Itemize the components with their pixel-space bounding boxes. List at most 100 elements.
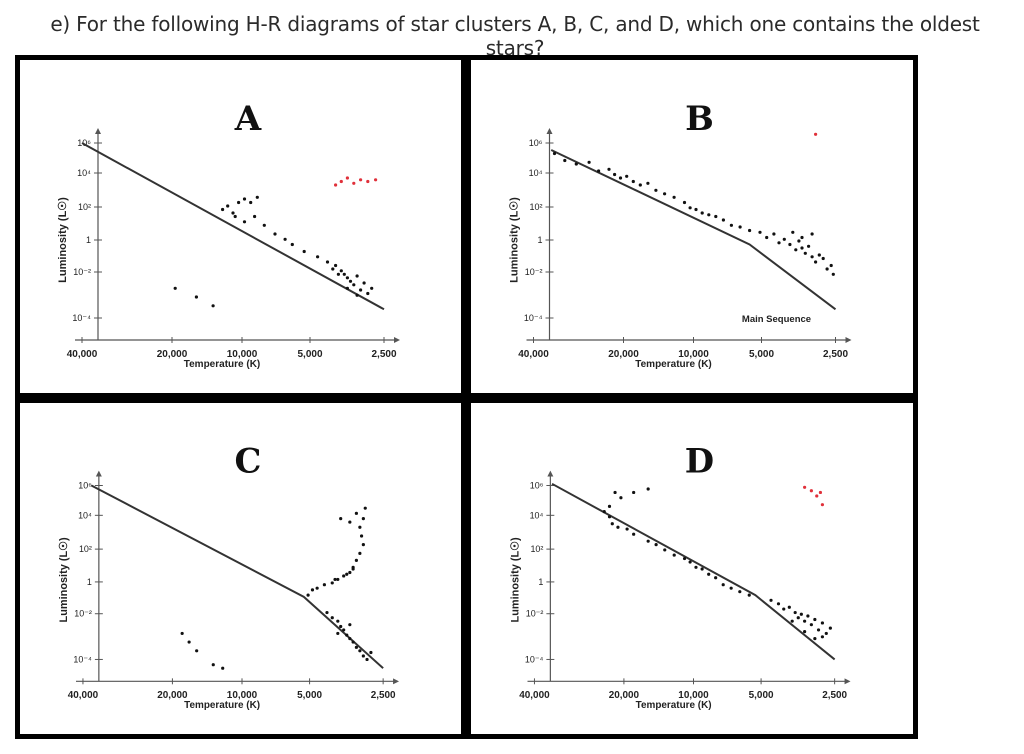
star-point [831, 272, 835, 276]
star-point [654, 188, 658, 192]
star-point [194, 295, 198, 299]
main-sequence-line [551, 482, 836, 661]
star-point [607, 515, 612, 519]
star-point [813, 617, 817, 622]
y-tick-label: 10⁴ [77, 168, 91, 178]
y-tick-label: 10² [79, 544, 92, 554]
y-tick-label: 10⁶ [529, 138, 543, 148]
star-point [616, 525, 620, 529]
y-axis-label: Luminosity (L☉) [57, 197, 69, 283]
star-point [721, 218, 725, 222]
x-tick-label: 5,000 [749, 690, 774, 701]
star-point [173, 286, 177, 290]
star-point [825, 267, 829, 271]
star-point [765, 235, 769, 240]
y-axis-label: Luminosity (L☉) [510, 537, 522, 622]
x-tick-label: 40,000 [519, 690, 550, 701]
star-point [807, 244, 811, 248]
star-point [310, 588, 315, 592]
star-point [363, 506, 367, 510]
star-point [348, 520, 352, 524]
star-point [619, 496, 623, 500]
star-point [820, 621, 825, 625]
star-point [803, 630, 807, 634]
chart-panel-b: B 10⁶ 10⁴ 10² 1 10⁻² 10⁻⁴ Luminosity (L☉) 40,000… [471, 60, 913, 393]
star-point [714, 214, 718, 219]
hr-diagram-grid: A 10⁶ 10⁴ 10² 1 10⁻² 10⁻⁴ Luminosity (L☉) 40,000… [15, 55, 918, 739]
main-sequence-annotation: Main Sequence [742, 314, 811, 325]
y-tick-label: 10⁻² [526, 609, 544, 619]
star-point [359, 534, 364, 538]
star-point [354, 511, 358, 515]
star-point [597, 169, 601, 173]
x-tick-label: 10,000 [678, 349, 709, 360]
star-point [772, 232, 776, 236]
star-point [694, 565, 698, 569]
star-point [646, 539, 650, 543]
chart-panel-d: D 10⁶ 10⁴ 10² 1 10⁻² 10⁻⁴ Luminosity (L☉) 40,000… [471, 403, 913, 734]
star-point [806, 614, 810, 618]
red-star-point [345, 176, 349, 180]
star-point [359, 288, 363, 292]
star-point [729, 586, 733, 590]
star-point [800, 235, 804, 240]
y-axis-arrow [546, 128, 553, 134]
star-point [654, 543, 658, 547]
star-point [682, 200, 687, 205]
y-tick-label: 1 [538, 577, 543, 587]
star-point [632, 532, 636, 536]
star-point [345, 276, 349, 280]
star-point [729, 223, 733, 227]
star-point [799, 612, 803, 616]
x-axis-arrow [394, 337, 400, 343]
star-point [714, 576, 718, 580]
star-point [336, 577, 340, 582]
star-point [290, 242, 294, 247]
star-point [700, 567, 704, 571]
red-star-point [352, 181, 356, 185]
star-point [180, 631, 184, 635]
y-tick-label: 10⁴ [78, 510, 92, 520]
star-point [602, 510, 606, 514]
cluster-title: C [235, 441, 262, 481]
star-point [221, 207, 225, 212]
star-point [820, 635, 825, 639]
star-point [738, 590, 742, 594]
star-point [339, 269, 343, 273]
x-tick-label: 20,000 [157, 349, 188, 360]
x-tick-label: 2,500 [822, 690, 847, 701]
main-sequence-line [81, 142, 385, 311]
star-point [302, 249, 306, 254]
x-axis-label: Temperature (K) [636, 700, 712, 711]
star-point [552, 151, 557, 156]
y-tick-label: 10⁻² [74, 609, 92, 619]
star-point [358, 649, 362, 653]
star-point [646, 181, 650, 185]
y-axis-label: Luminosity (L☉) [509, 197, 521, 283]
y-axis-arrow [95, 470, 102, 477]
star-point [315, 586, 319, 590]
star-point [242, 220, 247, 224]
star-point [793, 610, 797, 615]
y-tick-label: 10⁶ [530, 480, 544, 490]
star-point [813, 636, 817, 641]
star-point [758, 230, 762, 234]
star-point [348, 636, 352, 641]
y-axis-label: Luminosity (L☉) [58, 537, 70, 622]
y-tick-label: 10⁴ [530, 510, 544, 520]
red-star-point [815, 494, 819, 498]
y-tick-label: 10² [530, 544, 543, 554]
star-point [366, 291, 370, 296]
star-point [331, 267, 335, 271]
star-point [369, 650, 373, 655]
x-tick-label: 2,500 [823, 349, 848, 360]
star-point [339, 624, 343, 629]
star-point [810, 232, 814, 236]
red-star-point [818, 490, 823, 495]
star-point [211, 304, 215, 308]
star-point [187, 640, 191, 644]
star-point [782, 607, 786, 611]
star-point [810, 255, 814, 259]
star-point [255, 195, 259, 199]
star-point [782, 237, 786, 241]
